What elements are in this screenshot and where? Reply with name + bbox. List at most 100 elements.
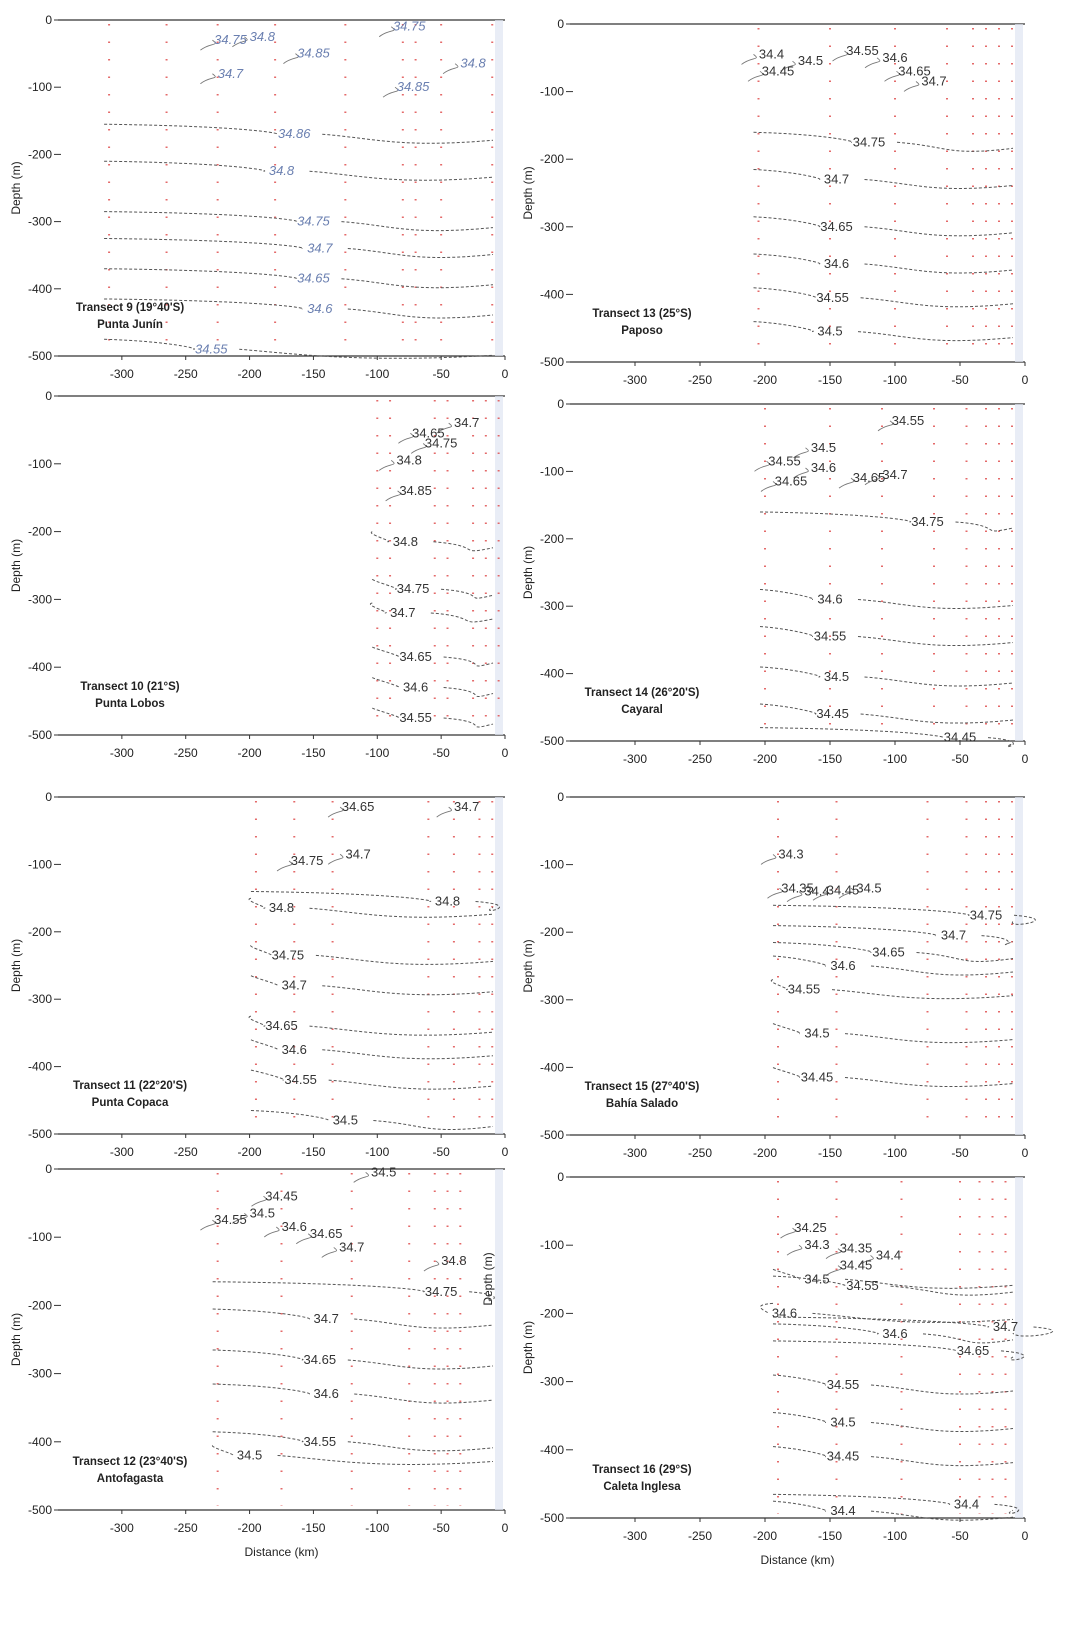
x-tick-label: -100 [365, 367, 389, 381]
panel-subtitle: Punta Lobos [95, 698, 165, 710]
contour-line [838, 887, 855, 899]
x-tick-label: -200 [238, 1521, 262, 1535]
x-tick-label: -100 [883, 1146, 907, 1160]
x-tick-label: -250 [174, 1145, 198, 1159]
y-tick-label: -500 [28, 728, 52, 742]
contour-line [786, 1244, 803, 1256]
contour-value-label: 34.75 [297, 214, 330, 229]
contour-line [104, 268, 494, 289]
panel-title: Transect 12 (23°40'S) [73, 1456, 188, 1468]
y-tick-label: -400 [28, 1060, 52, 1074]
y-tick-label: -500 [28, 1503, 52, 1517]
contour-value-label: 34.5 [371, 1164, 396, 1179]
contour-line [398, 432, 414, 444]
y-tick-label: -400 [28, 1435, 52, 1449]
contour-line [372, 646, 494, 667]
contour-line [877, 420, 894, 432]
contour-line [200, 1219, 216, 1231]
contour-line [772, 904, 1036, 925]
transect-panel-1: 0-100-200-300-400-500-300 -250 -200 -150 -10… [9, 13, 509, 381]
transect-panel-4: 0-100-200-300-400-500-300 -250 -200 -150 -10… [521, 397, 1029, 766]
contour-value-label: 34.65 [898, 63, 931, 78]
y-tick-label: -500 [28, 349, 52, 363]
y-axis-label: Depth (m) [9, 1313, 23, 1366]
x-tick-label: -50 [951, 373, 969, 387]
contour-value-label: 34.6 [403, 680, 428, 695]
panel-subtitle: Antofagasta [97, 1473, 164, 1485]
x-tick-label: -150 [818, 1146, 842, 1160]
x-tick-label: 0 [1022, 1529, 1029, 1543]
x-tick-label: -150 [301, 367, 325, 381]
contour-line [786, 891, 803, 902]
contour-line [200, 73, 216, 85]
contour-line [864, 474, 881, 486]
x-tick-label: 0 [502, 746, 509, 760]
contour-value-label: 34.65 [310, 1226, 343, 1241]
y-tick-label: -100 [28, 857, 52, 871]
contour-line [903, 81, 920, 92]
x-tick-label: -50 [432, 1521, 450, 1535]
contour-line [772, 1023, 1014, 1044]
contour-value-label: 34.55 [846, 43, 879, 58]
contour-value-label: 34.4 [954, 1496, 979, 1511]
contour-line [295, 1233, 312, 1245]
x-tick-label: -250 [174, 367, 198, 381]
contour-line [378, 460, 395, 471]
transect-panel-2: 0-100-200-300-400-500-300 -250 -200 -150 -10… [521, 17, 1029, 387]
coast-band [1015, 24, 1023, 362]
contour-line [759, 727, 1014, 748]
contour-value-label: 34.35 [781, 880, 814, 895]
transect-panel-6: 0-100-200-300-400-500-300 -250 -200 -150 -10… [521, 790, 1036, 1160]
x-tick-label: -300 [623, 1146, 647, 1160]
contour-value-label: 34.65 [775, 474, 808, 489]
y-tick-label: -400 [540, 1443, 564, 1457]
contour-value-label: 34.6 [282, 1042, 307, 1057]
x-tick-label: -200 [238, 746, 262, 760]
y-tick-label: -200 [28, 925, 52, 939]
contour-value-label: 34.7 [454, 799, 479, 814]
y-tick-label: -400 [540, 1060, 564, 1074]
contour-line [436, 806, 453, 818]
contour-value-label: 34.8 [435, 893, 460, 908]
x-tick-label: -50 [432, 746, 450, 760]
panel-title: Transect 14 (26°20'S) [585, 687, 700, 699]
x-tick-label: -250 [174, 1521, 198, 1535]
y-tick-label: -500 [540, 1511, 564, 1525]
y-tick-label: -200 [540, 152, 564, 166]
y-tick-label: -300 [28, 592, 52, 606]
contour-line [327, 806, 344, 818]
coast-band [495, 797, 503, 1134]
contour-line [372, 677, 494, 698]
y-tick-label: -400 [28, 282, 52, 296]
y-tick-label: 0 [45, 13, 52, 27]
y-tick-label: -200 [540, 1306, 564, 1320]
panel-subtitle: Paposo [621, 325, 663, 337]
inner-y-axis-label: Depth (m) [481, 1252, 495, 1305]
contour-value-label: 34.55 [827, 1377, 860, 1392]
x-tick-label: -150 [818, 752, 842, 766]
contour-line [767, 887, 783, 899]
x-tick-label: -300 [110, 746, 134, 760]
y-tick-label: -400 [540, 667, 564, 681]
contour-value-label: 34.3 [778, 846, 803, 861]
contour-value-label: 34.6 [314, 1386, 339, 1401]
y-tick-label: -100 [28, 1230, 52, 1244]
contour-line [378, 26, 395, 38]
contour-value-label: 34.75 [291, 853, 324, 868]
x-tick-label: -200 [238, 367, 262, 381]
contour-value-label: 34.85 [297, 46, 330, 61]
coast-band [1015, 1177, 1023, 1518]
contour-line [327, 853, 344, 865]
contour-value-label: 34.55 [816, 290, 849, 305]
x-tick-label: 0 [502, 1145, 509, 1159]
x-tick-label: -300 [110, 1521, 134, 1535]
x-tick-label: -250 [174, 746, 198, 760]
contour-value-label: 34.7 [339, 1239, 364, 1254]
x-tick-label: 0 [1022, 1146, 1029, 1160]
x-tick-label: -250 [688, 1146, 712, 1160]
contour-line [372, 707, 494, 728]
contour-line [759, 1302, 1014, 1323]
transect-panel-7: 0-100-200-300-400-500-300 -250 -200 -150 -10… [9, 1162, 509, 1559]
y-tick-label: 0 [45, 790, 52, 804]
y-tick-label: -500 [28, 1127, 52, 1141]
